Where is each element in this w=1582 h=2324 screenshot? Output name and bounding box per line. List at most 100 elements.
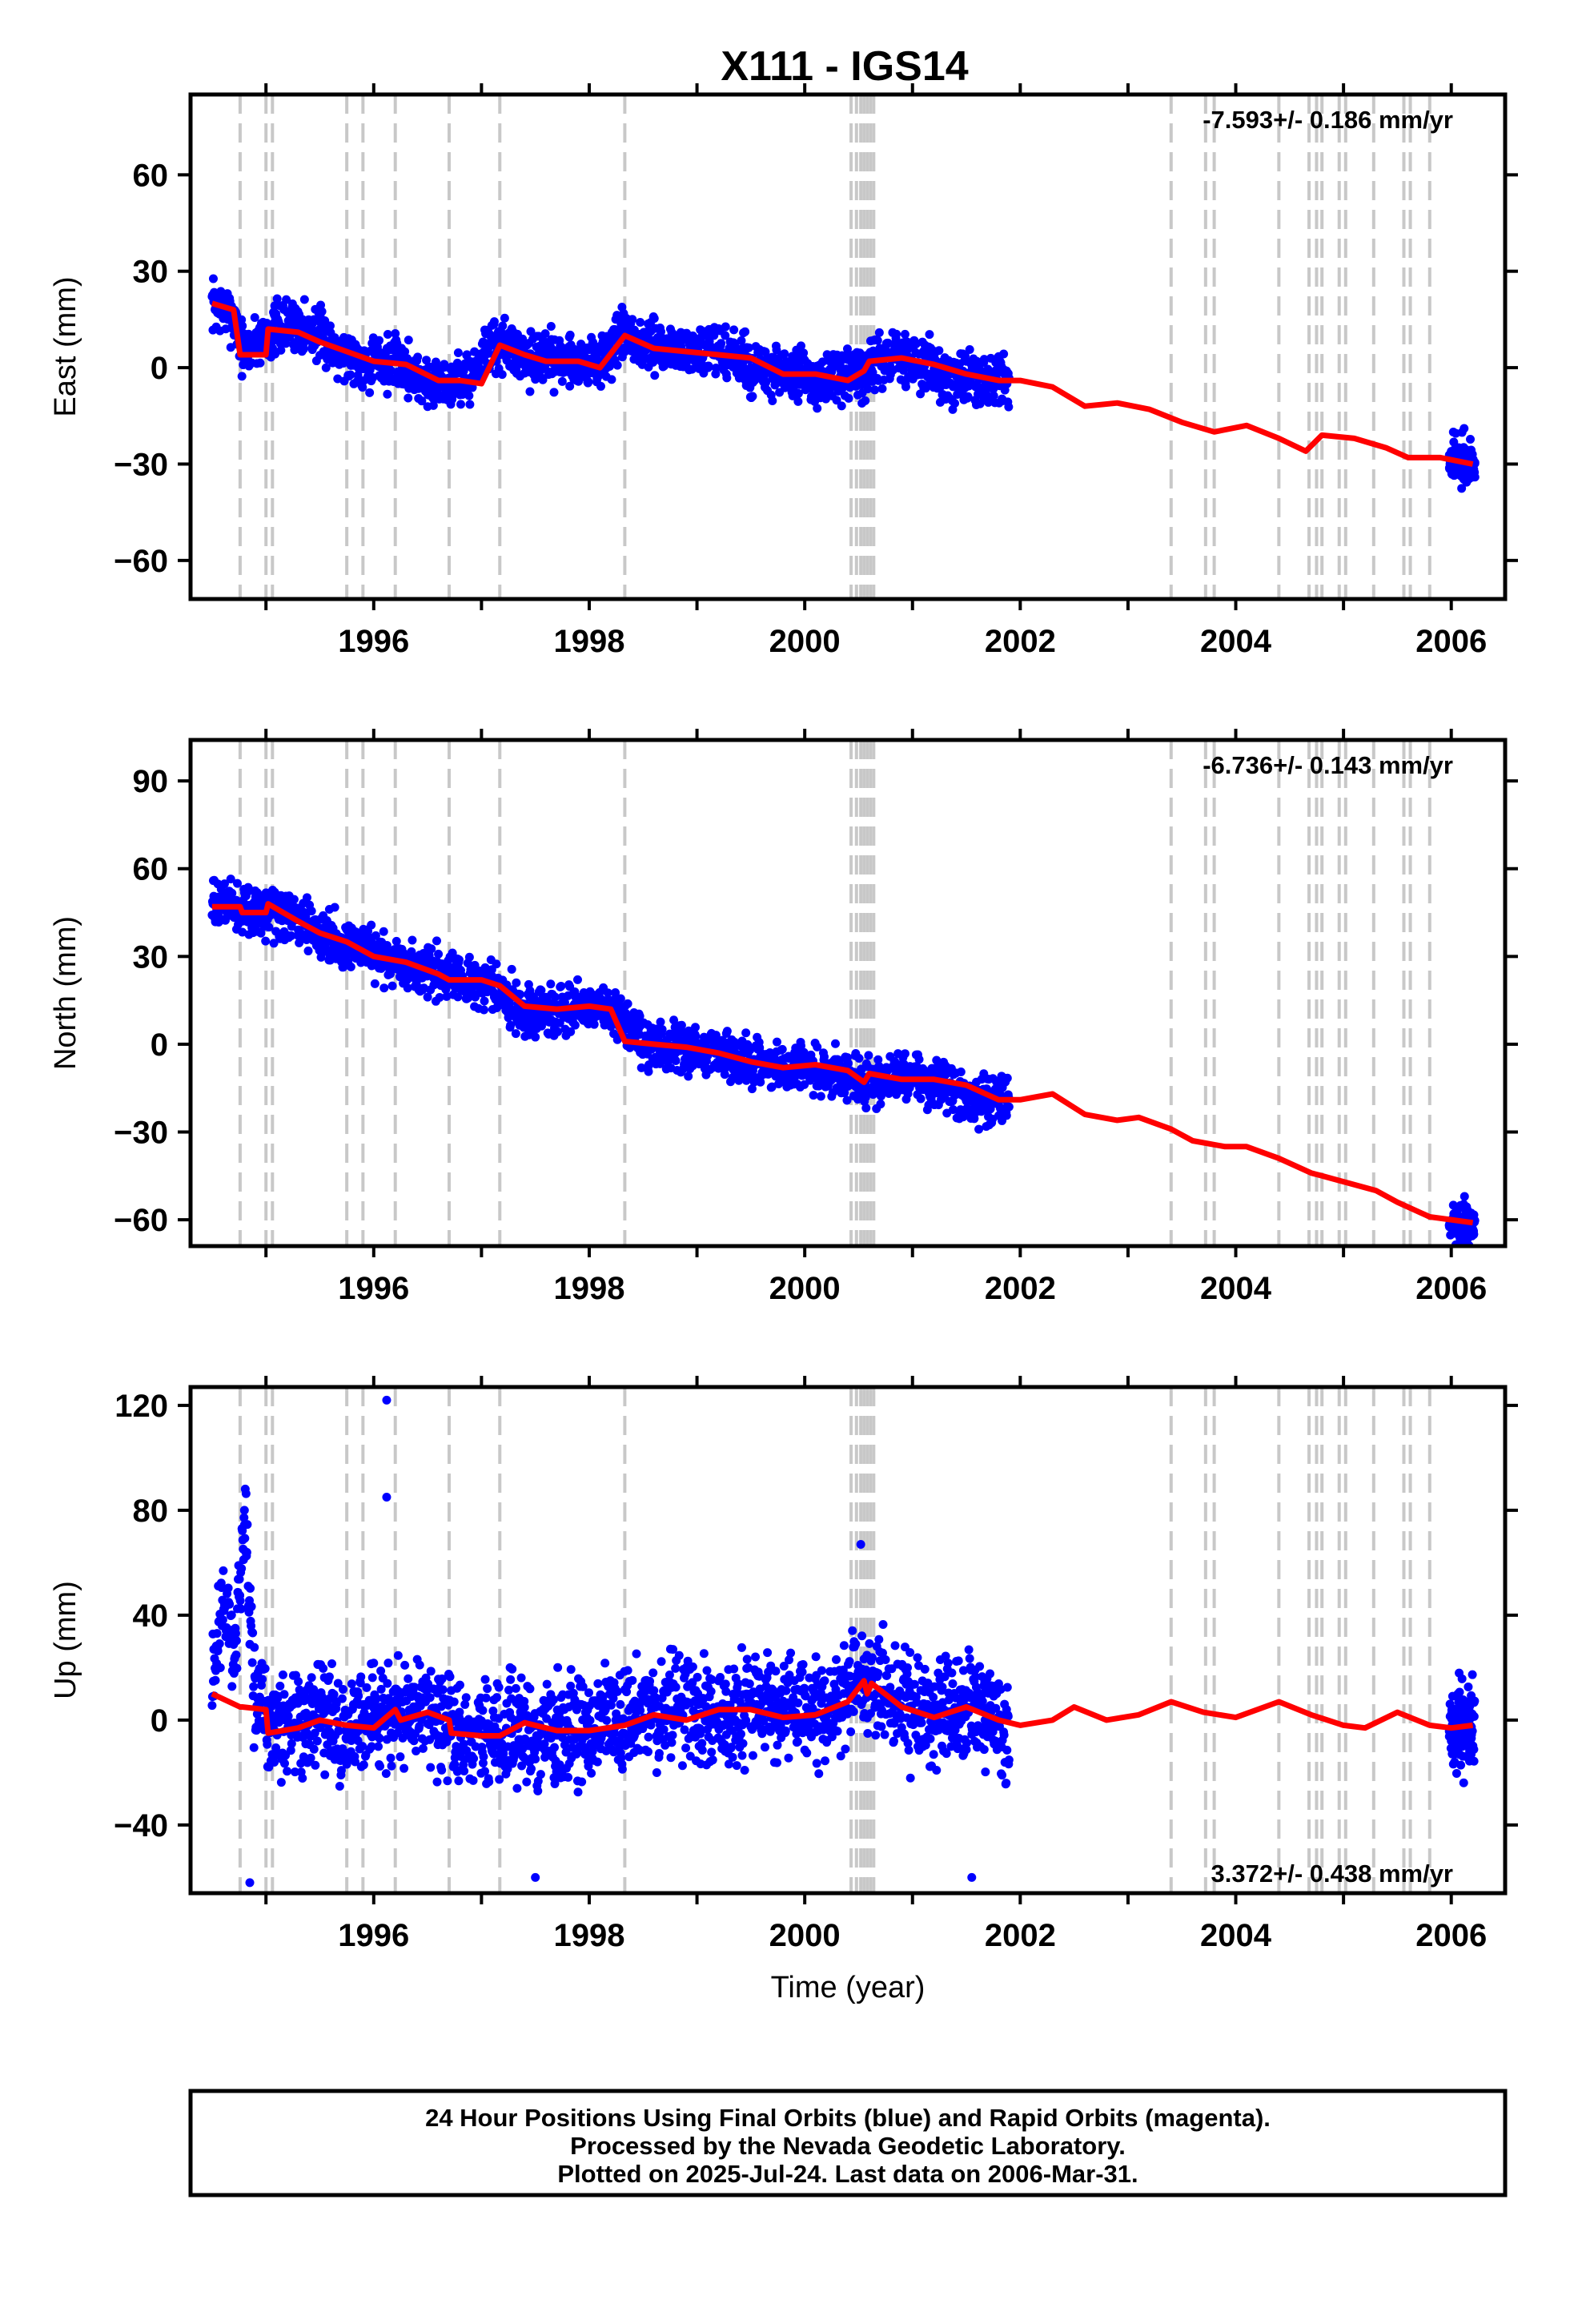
data-point — [226, 875, 235, 884]
data-point — [438, 1685, 448, 1695]
data-point — [612, 311, 622, 320]
data-point — [465, 400, 475, 409]
data-point — [306, 1753, 315, 1763]
data-point — [677, 1020, 686, 1030]
data-point — [481, 1693, 491, 1703]
data-point — [570, 1020, 580, 1030]
data-point — [525, 387, 535, 396]
data-point — [427, 944, 436, 954]
data-point — [213, 1647, 223, 1656]
x-tick-label: 2006 — [1415, 624, 1487, 659]
data-point — [227, 1682, 237, 1691]
data-point — [218, 1615, 227, 1625]
data-point — [480, 1675, 490, 1684]
data-point — [540, 329, 550, 339]
data-point — [768, 396, 777, 406]
data-point — [979, 355, 989, 364]
data-point — [479, 1005, 488, 1015]
data-point — [347, 1679, 356, 1689]
x-tick-label: 1998 — [553, 624, 624, 659]
data-point — [1460, 452, 1470, 461]
y-axis-label: East (mm) — [49, 276, 82, 416]
data-point — [255, 358, 265, 368]
data-point — [400, 347, 410, 356]
data-point — [287, 931, 296, 941]
data-point — [1464, 1251, 1472, 1260]
plot-area — [207, 94, 1480, 599]
data-point — [526, 327, 536, 336]
data-point — [423, 992, 432, 1002]
data-point — [974, 1124, 984, 1134]
data-point — [793, 388, 803, 398]
data-point — [271, 1743, 281, 1752]
data-point — [329, 1690, 339, 1699]
data-point — [232, 1663, 242, 1673]
data-point — [336, 1766, 346, 1775]
data-point — [215, 1639, 224, 1649]
data-point — [461, 1693, 471, 1703]
data-point — [223, 1583, 233, 1593]
data-point — [404, 336, 413, 345]
data-point — [721, 331, 730, 340]
data-point — [861, 1104, 871, 1113]
data-point — [925, 330, 934, 340]
data-point — [761, 378, 771, 388]
data-point — [370, 979, 379, 988]
data-point — [379, 983, 389, 993]
data-point — [393, 1651, 403, 1660]
data-point — [237, 372, 247, 381]
data-point — [391, 936, 401, 946]
data-point — [250, 312, 259, 322]
data-point — [844, 1059, 853, 1068]
data-point — [478, 1758, 488, 1767]
plot-area — [207, 1387, 1480, 1893]
data-point — [1466, 434, 1476, 444]
rate-label: -6.736+/- 0.143 mm/yr — [1203, 751, 1453, 779]
page-title: X111 - IGS14 — [721, 43, 968, 90]
data-point — [282, 295, 291, 304]
data-point — [261, 936, 271, 946]
data-point — [650, 371, 660, 380]
data-point — [464, 391, 474, 400]
data-point — [382, 1735, 391, 1744]
data-point — [844, 393, 853, 403]
data-point — [611, 987, 620, 997]
x-tick-label: 1996 — [338, 624, 409, 659]
data-point — [275, 1681, 285, 1691]
data-point — [289, 895, 299, 904]
data-point — [260, 1664, 270, 1674]
data-point — [250, 1642, 259, 1652]
data-point — [290, 345, 299, 355]
data-point — [256, 928, 266, 938]
data-point — [227, 888, 237, 898]
data-point — [720, 1070, 729, 1080]
data-point — [1448, 468, 1458, 477]
data-point — [404, 393, 413, 403]
data-point — [283, 1767, 292, 1776]
data-point — [309, 1744, 319, 1754]
data-point — [741, 327, 750, 336]
data-point — [239, 1513, 249, 1522]
data-point — [354, 1691, 363, 1701]
data-point — [428, 400, 438, 410]
data-point — [309, 1685, 319, 1695]
data-point — [242, 1547, 251, 1557]
data-point — [279, 1690, 289, 1699]
y-tick-label: 0 — [151, 1027, 168, 1063]
data-point — [231, 1651, 241, 1660]
data-point — [278, 1670, 287, 1679]
data-point — [320, 1770, 330, 1779]
data-point — [1453, 1229, 1463, 1239]
data-point — [237, 1564, 247, 1574]
data-point — [684, 1072, 693, 1081]
data-point — [948, 1105, 958, 1115]
data-point — [435, 992, 444, 1002]
y-tick-label: 60 — [133, 158, 169, 193]
data-point — [404, 1674, 413, 1683]
data-point — [369, 1659, 379, 1668]
data-point — [247, 1602, 256, 1611]
data-point — [276, 1778, 286, 1787]
data-point — [817, 357, 827, 367]
data-point — [426, 1667, 436, 1676]
data-point — [892, 329, 901, 339]
